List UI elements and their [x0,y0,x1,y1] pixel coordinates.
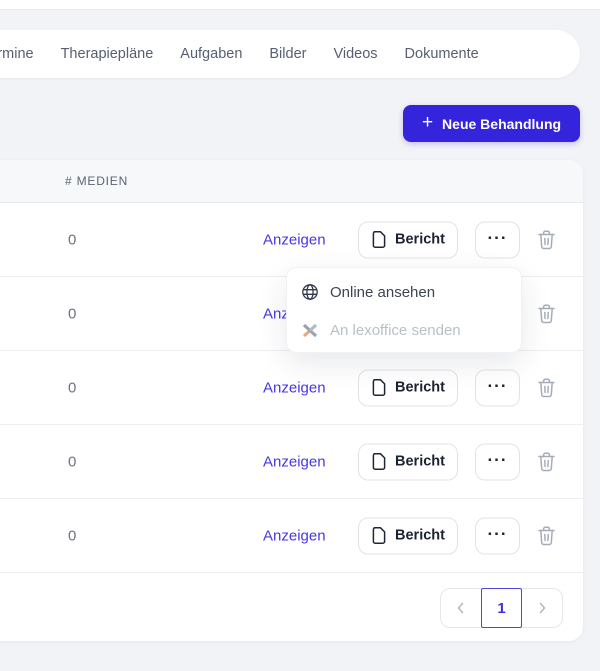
table-footer: 1 [0,573,583,641]
menu-item-lexoffice-senden[interactable]: An lexoffice senden [287,311,521,349]
medien-count: 0 [68,305,77,322]
ellipsis-icon: ··· [487,228,508,247]
bericht-button[interactable]: Bericht [358,443,458,480]
treatments-table-card: # MEDIEN 0 Anzeigen Bericht ··· 0 [0,160,583,641]
tab-aufgaben[interactable]: Aufgaben [180,46,243,62]
ellipsis-icon: ··· [487,376,508,395]
new-treatment-button[interactable]: + Neue Behandlung [403,105,580,142]
bericht-label: Bericht [395,231,445,248]
more-options-button[interactable]: ··· [475,517,520,554]
document-icon [372,452,386,471]
medien-count: 0 [68,231,77,248]
tab-bilder[interactable]: Bilder [269,46,307,62]
table-body: 0 Anzeigen Bericht ··· 0 Anzeigen [0,203,583,573]
medien-count: 0 [68,527,77,544]
medien-count: 0 [68,453,77,470]
trash-icon[interactable] [537,525,556,546]
bericht-button[interactable]: Bericht [358,517,458,554]
trash-icon[interactable] [537,377,556,398]
anzeigen-link[interactable]: Anzeigen [263,379,326,396]
table-row: 0 Anzeigen Bericht ··· [0,499,583,573]
tab-termine[interactable]: Termine [0,46,34,62]
more-options-menu: Online ansehen An lexoffice senden [286,267,522,353]
chevron-left-icon [458,602,464,614]
tab-dokumente[interactable]: Dokumente [404,46,479,62]
top-bar [0,0,600,10]
globe-icon [302,284,318,300]
bericht-label: Bericht [395,379,445,396]
document-icon [372,526,386,545]
plus-icon: + [421,112,434,133]
tab-videos[interactable]: Videos [333,46,378,62]
bericht-button[interactable]: Bericht [358,369,458,406]
lexoffice-icon [302,323,318,337]
pagination-page-1[interactable]: 1 [480,588,523,628]
table-row: 0 Anzeigen Bericht ··· [0,351,583,425]
table-row: 0 Anzeigen Bericht ··· [0,425,583,499]
more-options-button[interactable]: ··· [475,443,520,480]
more-options-button[interactable]: ··· [475,221,520,258]
table-row: 0 Anzeigen Bericht ··· [0,203,583,277]
menu-item-online-ansehen[interactable]: Online ansehen [287,273,521,311]
trash-icon[interactable] [537,451,556,472]
more-options-button[interactable]: ··· [475,369,520,406]
medien-count: 0 [68,379,77,396]
patient-tab-bar: Termine Therapiepläne Aufgaben Bilder Vi… [0,30,580,78]
menu-item-label: An lexoffice senden [330,321,461,339]
document-icon [372,378,386,397]
column-header-medien: # MEDIEN [0,160,583,203]
pagination-next-button[interactable] [522,589,562,627]
ellipsis-icon: ··· [487,450,508,469]
pagination-prev-button[interactable] [441,589,481,627]
pagination: 1 [440,588,563,628]
trash-icon[interactable] [537,303,556,324]
tab-therapieplaene[interactable]: Therapiepläne [60,46,154,62]
ellipsis-icon: ··· [487,524,508,543]
menu-item-label: Online ansehen [330,283,436,301]
bericht-label: Bericht [395,527,445,544]
new-treatment-label: Neue Behandlung [442,115,562,132]
anzeigen-link[interactable]: Anzeigen [263,453,326,470]
document-icon [372,230,386,249]
anzeigen-link[interactable]: Anzeigen [263,231,326,248]
trash-icon[interactable] [537,229,556,250]
bericht-button[interactable]: Bericht [358,221,458,258]
chevron-right-icon [539,602,545,614]
anzeigen-link[interactable]: Anzeigen [263,527,326,544]
bericht-label: Bericht [395,453,445,470]
